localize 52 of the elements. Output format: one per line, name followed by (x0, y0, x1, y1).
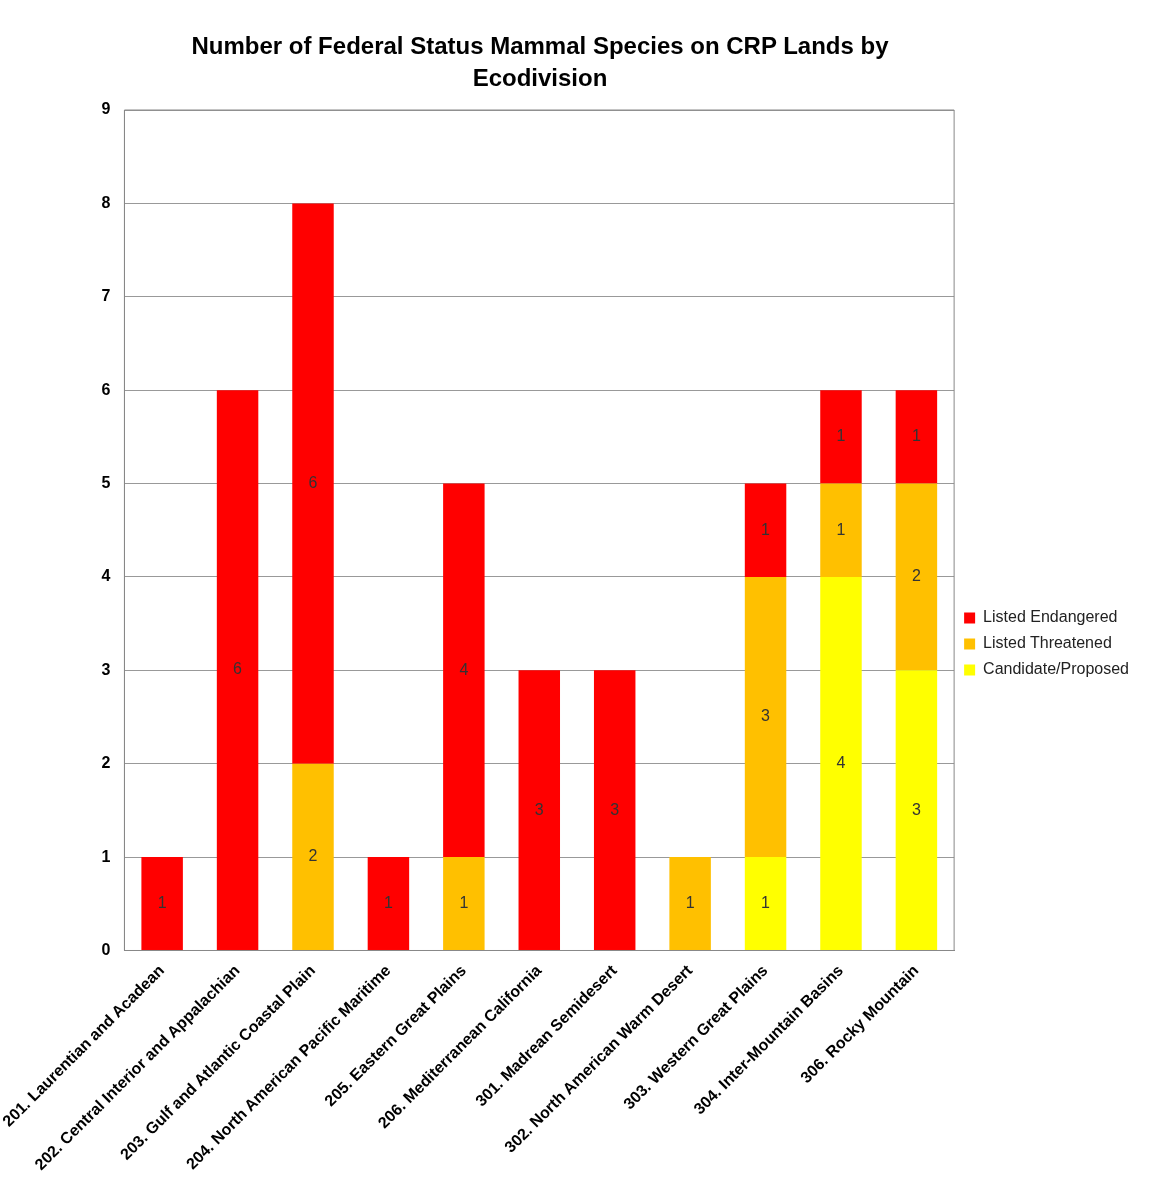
data-label: 3 (610, 800, 620, 818)
chart-title: Number of Federal Status Mammal Species on CRP Lands by Ecodivision (190, 31, 890, 94)
data-label: 2 (308, 847, 318, 865)
bar (895, 670, 938, 950)
bar (820, 390, 862, 484)
bar (895, 483, 938, 671)
bar (895, 390, 938, 484)
data-label: 1 (685, 893, 695, 911)
data-label: 3 (761, 707, 771, 725)
data-label: 1 (911, 427, 921, 445)
bar (593, 670, 636, 950)
data-label: 1 (157, 893, 167, 911)
y-tick-label: 1 (101, 847, 111, 865)
bar (820, 483, 862, 577)
legend-label: Listed Endangered (983, 608, 1118, 626)
legend-label: Listed Threatened (983, 634, 1112, 652)
bar (744, 483, 787, 577)
y-tick-label: 0 (101, 940, 111, 958)
data-label: 1 (836, 427, 846, 445)
legend-label: Candidate/Proposed (983, 660, 1130, 678)
bar (367, 857, 410, 950)
bar (669, 857, 711, 950)
y-tick-label: 7 (101, 287, 111, 305)
data-label: 1 (761, 520, 771, 538)
data-label: 1 (836, 520, 846, 538)
bar (292, 763, 334, 950)
bar (443, 483, 485, 858)
data-label: 6 (233, 660, 243, 678)
bar (443, 857, 485, 950)
bar (216, 390, 259, 950)
bar (292, 203, 334, 764)
data-label: 1 (459, 893, 469, 911)
bar (518, 670, 561, 950)
bar (820, 576, 862, 950)
y-tick-label: 9 (101, 100, 111, 118)
data-label: 6 (308, 473, 318, 491)
bar (744, 576, 787, 858)
y-tick-label: 2 (101, 754, 111, 772)
data-label: 4 (459, 660, 469, 678)
y-tick-label: 3 (101, 660, 111, 678)
data-label: 3 (534, 800, 544, 818)
data-label: 3 (911, 800, 921, 818)
y-tick-label: 6 (101, 380, 111, 398)
y-tick-label: 8 (101, 193, 111, 211)
bar (744, 857, 787, 950)
data-label: 1 (761, 893, 771, 911)
y-tick-label: 5 (101, 473, 111, 491)
y-tick-label: 4 (101, 567, 111, 585)
data-label: 4 (836, 753, 846, 771)
data-label: 2 (911, 567, 921, 585)
bar (141, 857, 183, 950)
data-label: 1 (383, 893, 393, 911)
